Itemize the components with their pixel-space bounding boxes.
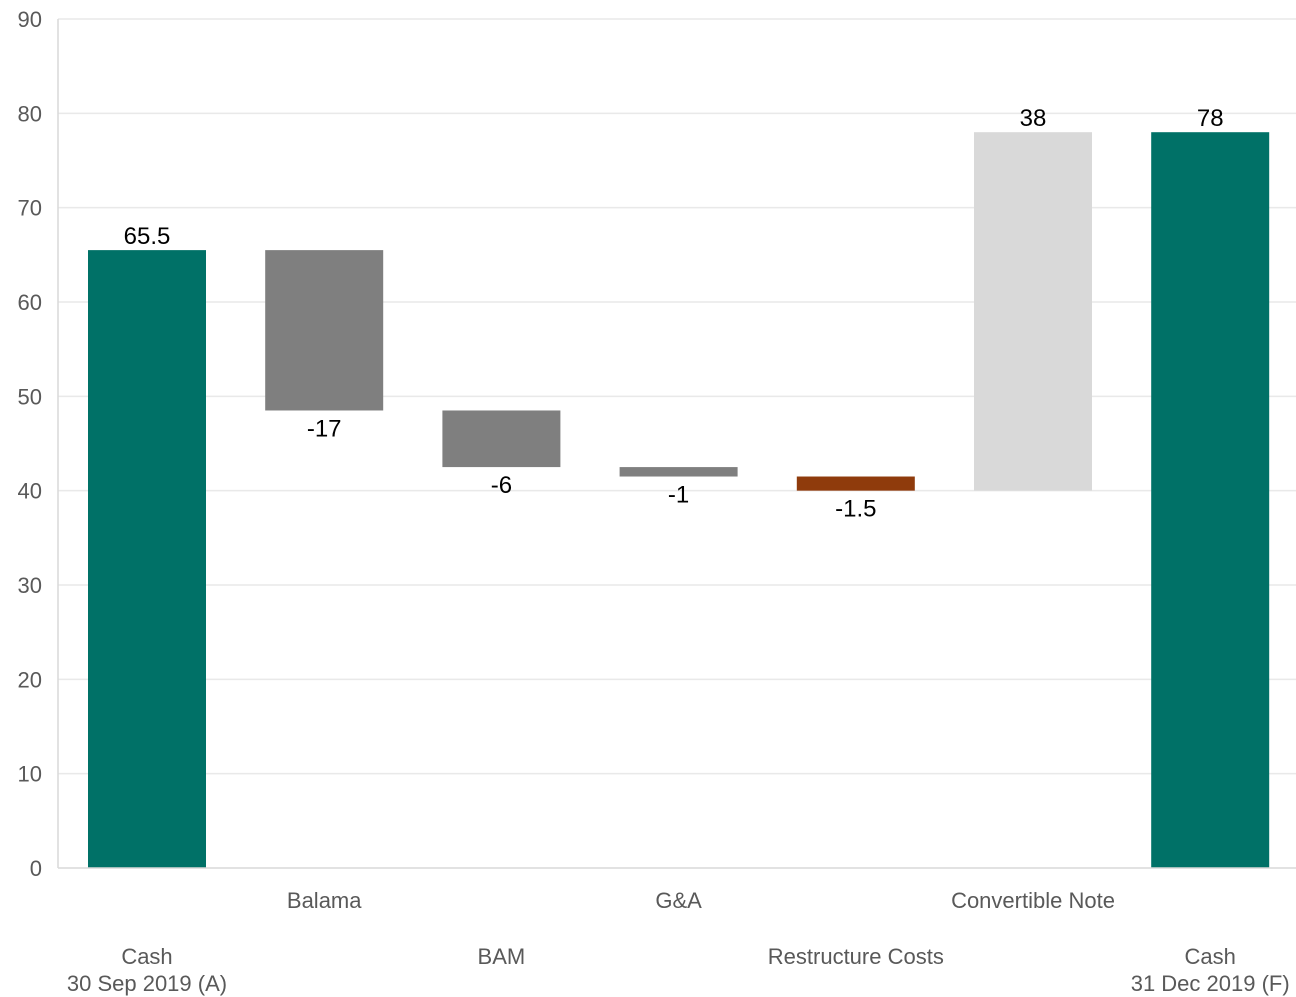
y-tick-label: 20 (18, 667, 42, 692)
x-category-label: Cash 30 Sep 2019 (A) (67, 944, 227, 996)
y-tick-label: 80 (18, 101, 42, 126)
data-label: 65.5 (124, 223, 171, 250)
data-label: -6 (491, 472, 512, 499)
data-label: 78 (1197, 105, 1224, 132)
y-tick-label: 60 (18, 290, 42, 315)
x-category-label: BAM (478, 944, 526, 969)
bar-increase (974, 132, 1092, 491)
x-axis: Cash 30 Sep 2019 (A) Balama BAM G&A Restructu… (58, 867, 1296, 996)
y-tick-label: 10 (18, 762, 42, 787)
y-tick-label: 90 (18, 7, 42, 32)
x-category-label: Cash 31 Dec 2019 (F) (1131, 944, 1290, 996)
bar-decrease (265, 250, 384, 411)
y-tick-label: 0 (30, 856, 42, 881)
gridlines (58, 18, 1296, 775)
y-tick-label: 30 (18, 573, 42, 598)
x-category-label: G&A (655, 888, 702, 913)
x-category-label: Convertible Note (951, 888, 1115, 913)
y-tick-label: 40 (18, 479, 42, 504)
bar-decrease (619, 467, 738, 477)
y-tick-label: 50 (18, 384, 42, 409)
bar-total (88, 250, 206, 868)
x-category-label: Restructure Costs (768, 944, 944, 969)
y-tick-label: 70 (18, 196, 42, 221)
data-label: -1 (668, 482, 689, 509)
x-category-label: Balama (287, 888, 362, 913)
data-label: -17 (307, 415, 342, 442)
data-label: -1.5 (835, 496, 876, 523)
bar-decrease (796, 476, 915, 491)
bars (88, 132, 1270, 868)
bar-decrease (442, 410, 561, 468)
y-axis: 0 10 20 30 40 50 60 70 80 90 (18, 7, 59, 881)
data-label: 38 (1020, 105, 1047, 132)
bar-total (1151, 132, 1270, 868)
data-labels: 65.5 -17 -6 -1 -1.5 38 78 (124, 105, 1224, 522)
